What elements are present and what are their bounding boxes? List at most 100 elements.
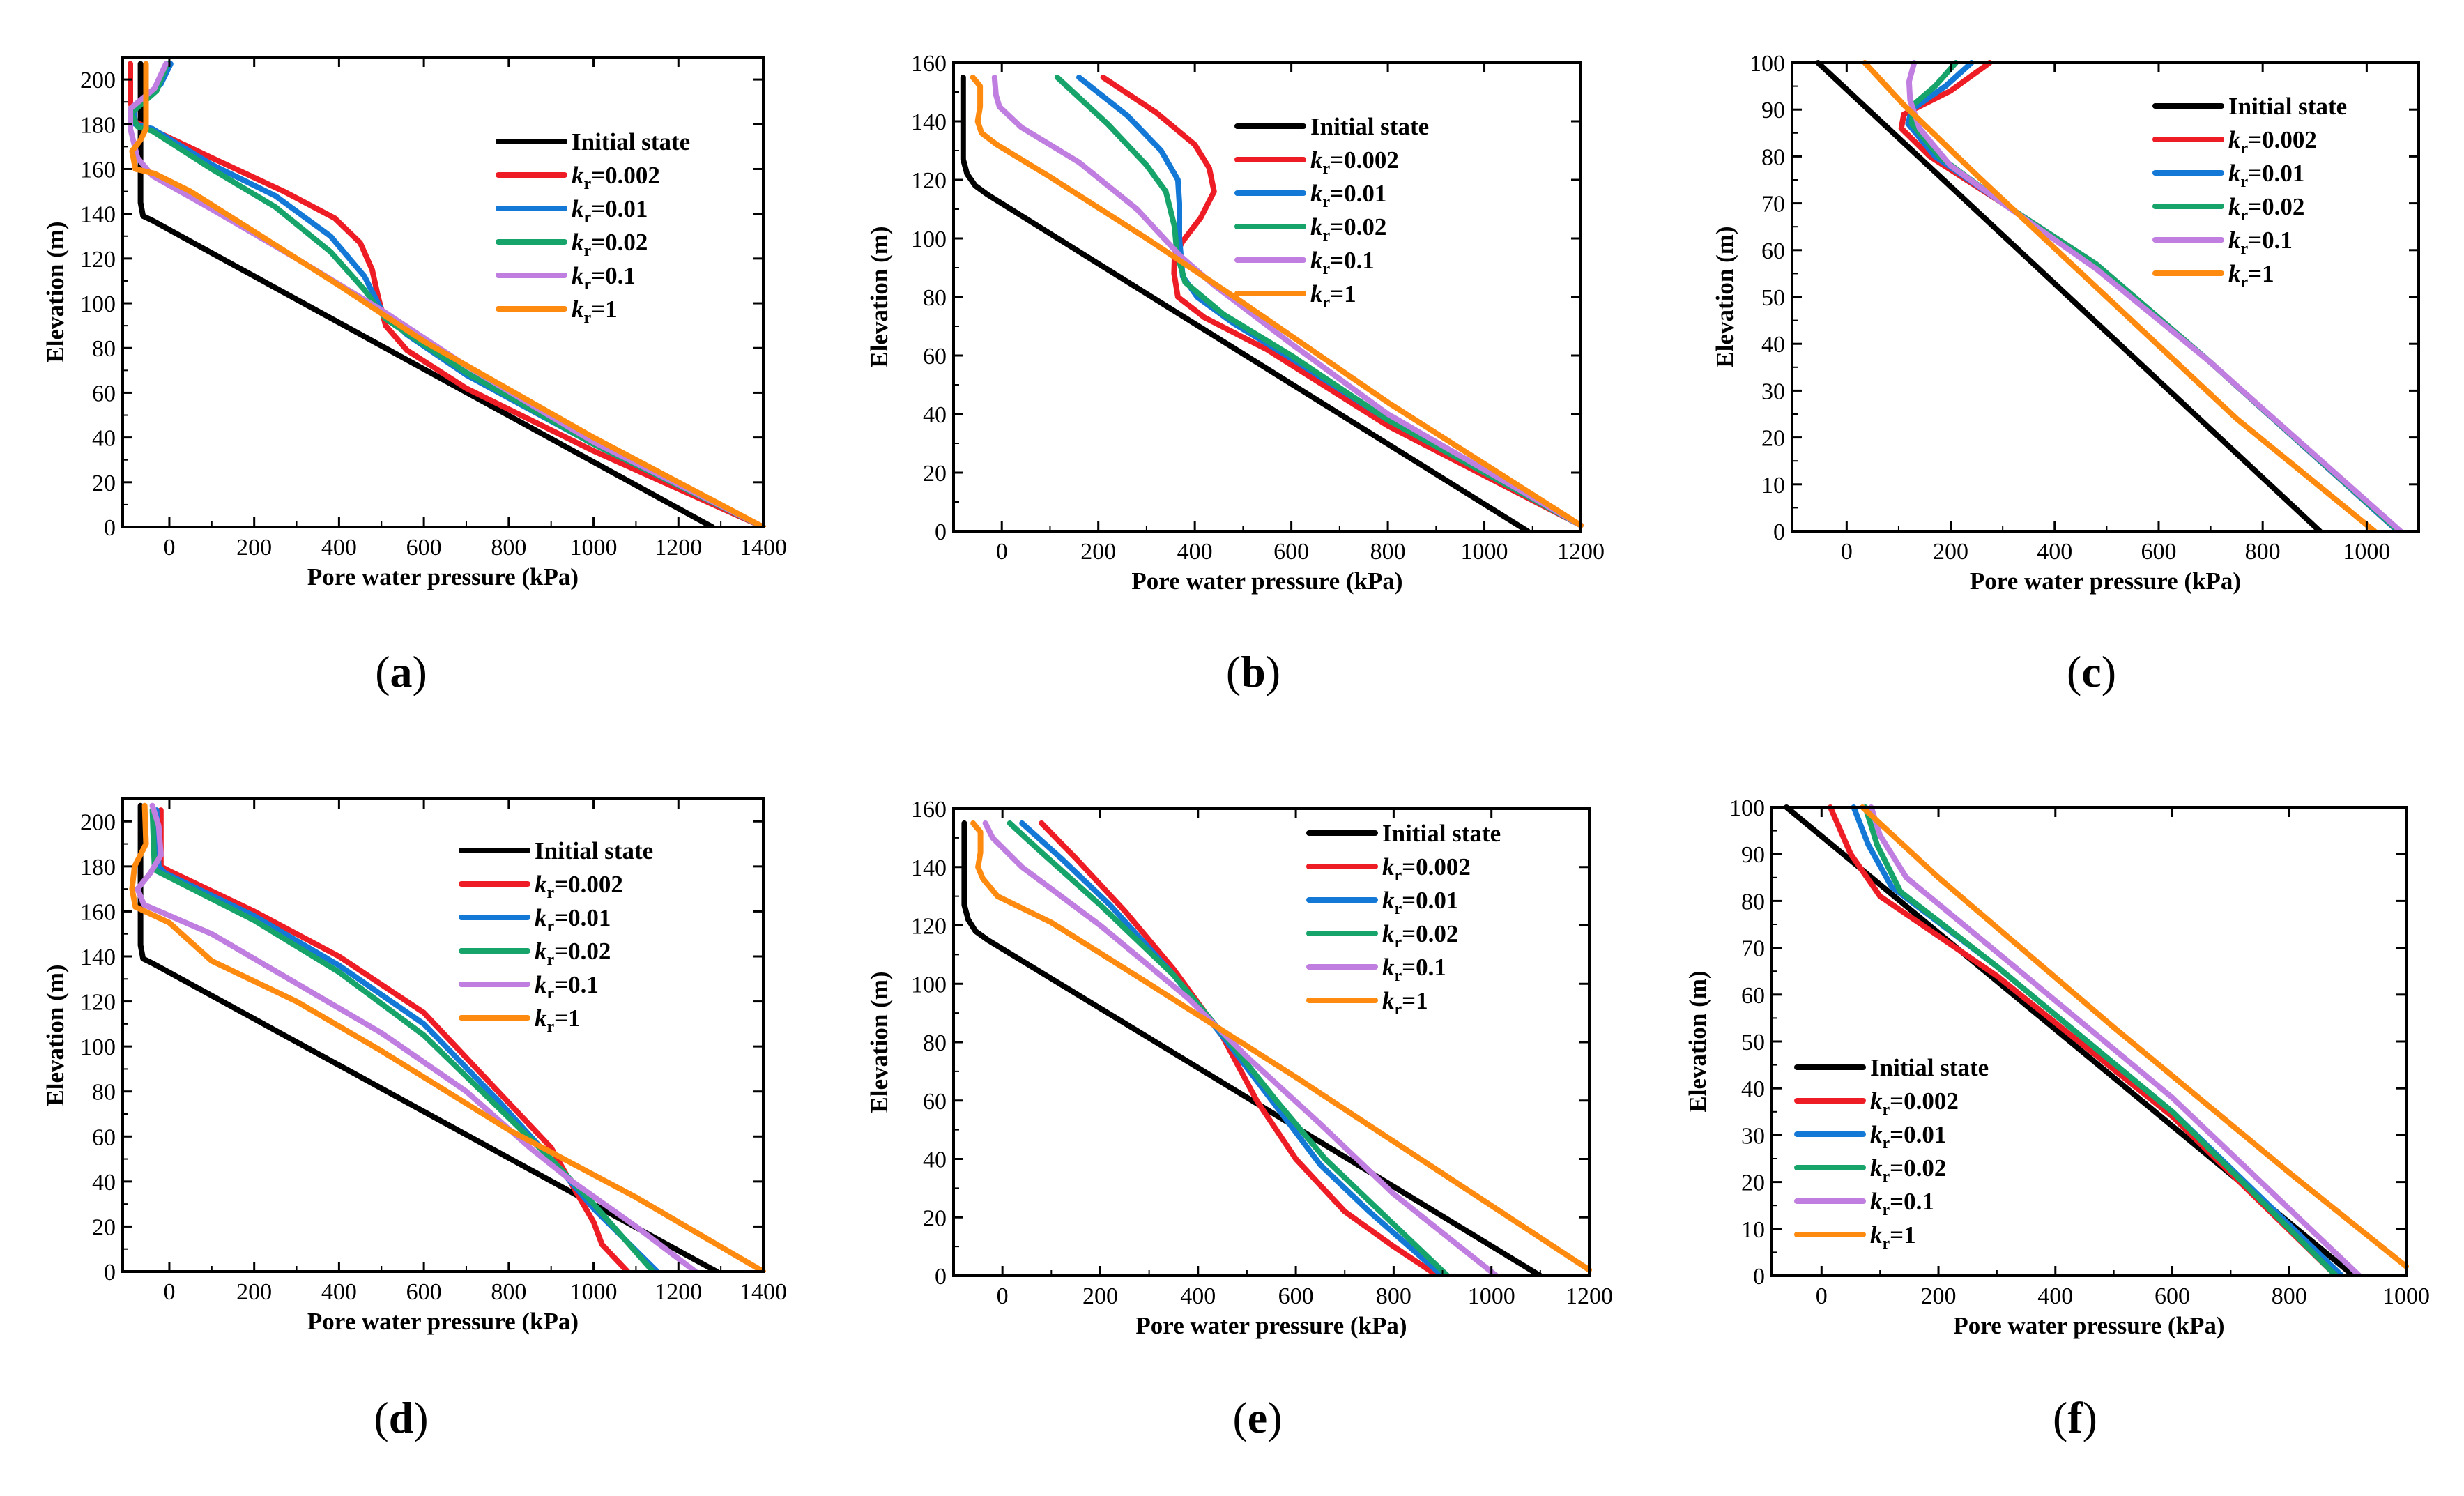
y-axis-label: Elevation (m): [1711, 226, 1738, 367]
y-tick-label: 60: [1761, 238, 1785, 264]
legend-entry: kr=0.1: [535, 971, 599, 1002]
x-tick-label: 600: [1273, 539, 1309, 565]
legend-entry: kr=0.002: [1870, 1087, 1959, 1119]
x-tick-label: 400: [2037, 539, 2072, 565]
legend-entry: kr=1: [2228, 260, 2274, 291]
y-tick-label: 80: [923, 1030, 947, 1056]
y-tick-label: 40: [92, 1170, 116, 1196]
x-tick-label: 800: [2272, 1283, 2307, 1309]
y-tick-label: 0: [104, 515, 116, 541]
legend-entry: kr=0.02: [535, 938, 611, 969]
y-tick-label: 20: [1761, 426, 1785, 452]
legend-entry: kr=0.01: [1870, 1121, 1946, 1152]
legend-entry: kr=0.1: [2228, 227, 2293, 258]
x-tick-label: 1200: [1566, 1283, 1613, 1309]
x-tick-label: 0: [996, 539, 1008, 565]
x-tick-label: 200: [1080, 539, 1116, 565]
series-line-initial-state: [960, 75, 1531, 531]
y-tick-label: 50: [1761, 285, 1785, 311]
x-tick-label: 200: [236, 535, 272, 560]
x-tick-label: 1000: [2382, 1283, 2430, 1309]
legend-entry: Initial state: [535, 837, 653, 864]
y-tick-label: 160: [80, 157, 116, 183]
y-tick-label: 100: [80, 1035, 116, 1060]
x-tick-label: 1000: [1468, 1283, 1515, 1309]
x-tick-label: 800: [1370, 539, 1406, 565]
x-tick-label: 600: [406, 535, 442, 560]
y-tick-label: 140: [911, 109, 947, 135]
legend: Initial state kr=0.002kr=0.01kr=0.02kr=0.…: [496, 128, 690, 327]
legend-entry: kr=0.002: [1310, 146, 1399, 178]
legend-entry: kr=0.1: [1382, 954, 1446, 985]
y-tick-label: 0: [935, 1264, 947, 1290]
y-tick-label: 180: [80, 855, 116, 880]
y-tick-label: 120: [80, 990, 116, 1016]
legend-entry: kr=0.01: [535, 904, 611, 936]
legend-entry: kr=0.02: [2228, 193, 2304, 224]
legend-entry: kr=0.01: [1382, 887, 1458, 918]
x-tick-label: 400: [321, 1279, 357, 1305]
series-line-kr-0-02: [1908, 60, 2402, 531]
legend: Initial state kr=0.002kr=0.01kr=0.02kr=0.…: [2152, 93, 2347, 291]
chart-panel-c: 0 200 400 600 800 1000 0 10 20 30 40 50 60 70 80 90 100 P…: [1711, 51, 2420, 696]
series-line-initial-state: [1815, 60, 2323, 531]
panel-label: (c): [2067, 647, 2116, 696]
y-tick-label: 100: [80, 291, 116, 317]
y-tick-label: 40: [1741, 1076, 1765, 1102]
series-line-kr-0-02: [1862, 804, 2339, 1276]
y-tick-label: 140: [80, 945, 116, 970]
y-tick-label: 200: [80, 809, 116, 835]
y-tick-label: 0: [1773, 519, 1785, 545]
legend-entry: Initial state: [1310, 113, 1429, 140]
legend-entry: kr=0.01: [1310, 180, 1386, 211]
y-tick-label: 20: [923, 1205, 947, 1231]
x-tick-label: 400: [321, 535, 357, 560]
y-tick-label: 70: [1761, 192, 1785, 217]
y-tick-label: 60: [92, 381, 116, 406]
chart-panel-b: 0 200 400 600 800 1000 1200 0 20 40 60 80 100 120 140 1…: [866, 51, 1605, 696]
x-tick-label: 800: [491, 1279, 526, 1305]
y-tick-label: 60: [1741, 983, 1765, 1009]
legend-entry: Initial state: [1382, 820, 1501, 847]
series-line-kr-1: [1862, 60, 2378, 531]
x-tick-label: 1000: [570, 535, 618, 560]
legend-entry: kr=0.002: [1382, 853, 1471, 885]
panel-label: (e): [1232, 1393, 1282, 1442]
y-tick-label: 60: [92, 1124, 116, 1150]
legend-entry: kr=0.002: [535, 871, 623, 902]
y-tick-label: 30: [1741, 1123, 1765, 1149]
legend-entry: kr=1: [1870, 1221, 1916, 1253]
y-tick-label: 80: [92, 1080, 116, 1106]
y-tick-label: 20: [92, 1214, 116, 1240]
y-tick-label: 160: [911, 797, 947, 823]
legend-entry: Initial state: [1870, 1054, 1989, 1081]
legend: Initial state kr=0.002kr=0.01kr=0.02kr=0.…: [1234, 113, 1429, 312]
legend-entry: kr=1: [1382, 987, 1428, 1018]
legend-entry: kr=0.02: [572, 229, 648, 260]
y-tick-label: 50: [1741, 1030, 1765, 1055]
y-tick-label: 40: [1761, 332, 1785, 358]
legend-entry: kr=0.02: [1310, 213, 1386, 245]
y-tick-label: 100: [911, 972, 947, 998]
y-tick-label: 10: [1761, 473, 1785, 498]
y-tick-label: 30: [1761, 379, 1785, 404]
x-tick-label: 1400: [740, 535, 787, 560]
panel-label: (a): [375, 647, 427, 696]
series-line-kr-0-1: [1868, 804, 2362, 1276]
x-tick-label: 0: [1816, 1283, 1828, 1309]
legend-entry: Initial state: [572, 128, 690, 155]
x-tick-label: 600: [406, 1279, 442, 1305]
axes-frame: [952, 61, 1582, 533]
series-line-initial-state: [137, 61, 715, 527]
y-tick-label: 100: [1729, 795, 1765, 821]
x-tick-label: 600: [2141, 539, 2176, 565]
legend-entry: kr=0.01: [572, 195, 648, 227]
x-tick-label: 0: [163, 535, 175, 560]
y-tick-label: 140: [80, 202, 116, 228]
x-axis-label: Pore water pressure (kPa): [1131, 567, 1402, 595]
x-tick-label: 1200: [655, 1279, 702, 1305]
x-tick-label: 800: [2245, 539, 2281, 565]
legend: Initial state kr=0.002kr=0.01kr=0.02kr=0.…: [1794, 1054, 1989, 1253]
x-tick-label: 200: [236, 1279, 272, 1305]
y-tick-label: 140: [911, 855, 947, 881]
